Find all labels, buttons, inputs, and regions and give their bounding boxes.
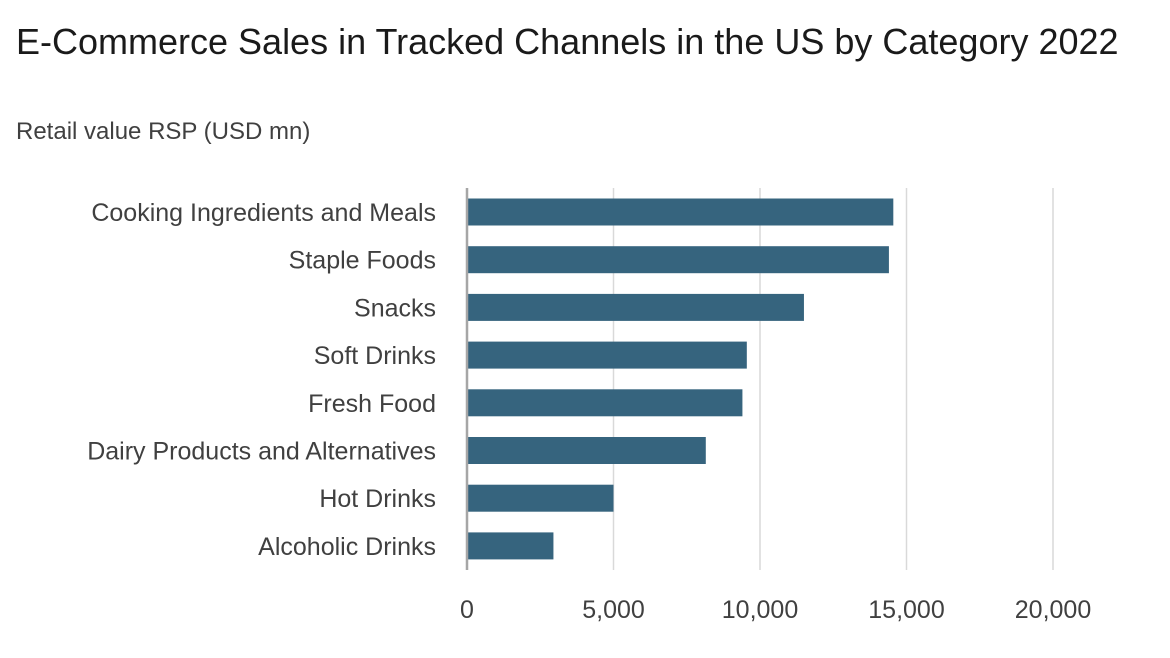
gridlines (612, 188, 1054, 570)
bar-2 (467, 293, 804, 321)
category-labels: Cooking Ingredients and Meals Staple Food… (87, 199, 436, 561)
category-label-4: Fresh Food (308, 390, 436, 418)
bar-0 (467, 198, 894, 226)
x-tick-label-0: 0 (460, 596, 474, 624)
x-tick-label-2: 10,000 (722, 596, 798, 624)
bar-5 (467, 437, 706, 464)
category-label-0: Cooking Ingredients and Meals (91, 199, 436, 227)
bar-3 (467, 341, 747, 369)
chart-title: E-Commerce Sales in Tracked Channels in … (16, 21, 1119, 62)
category-label-3: Soft Drinks (314, 342, 436, 370)
bars (467, 198, 894, 560)
chart-subtitle: Retail value RSP (USD mn) (16, 118, 311, 145)
bar-4 (467, 389, 743, 417)
bar-1 (467, 246, 889, 274)
category-label-6: Hot Drinks (319, 485, 436, 513)
category-label-1: Staple Foods (289, 247, 436, 275)
x-tick-labels: 0 5,000 10,000 15,000 20,000 (460, 596, 1091, 624)
x-tick-label-4: 20,000 (1015, 596, 1091, 624)
bar-7 (467, 532, 554, 560)
category-label-5: Dairy Products and Alternatives (87, 438, 436, 466)
category-label-7: Alcoholic Drinks (258, 533, 436, 561)
category-label-2: Snacks (354, 294, 436, 322)
x-tick-label-3: 15,000 (868, 596, 944, 624)
bar-6 (467, 484, 614, 512)
x-tick-label-1: 5,000 (582, 596, 645, 624)
